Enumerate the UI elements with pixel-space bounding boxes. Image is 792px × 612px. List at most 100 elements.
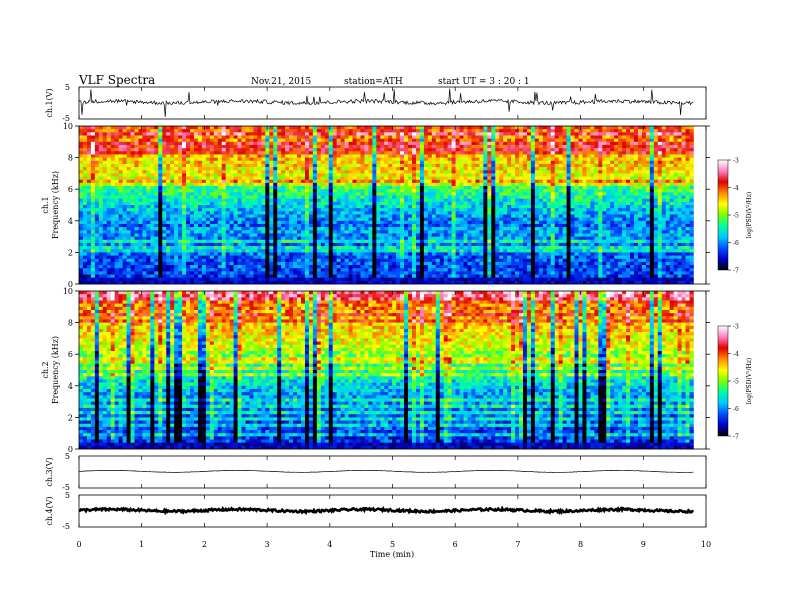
spectrogram-cell <box>114 135 119 139</box>
spectrogram-cell <box>483 192 488 196</box>
spectrogram-cell <box>590 192 595 196</box>
spectrogram-cell <box>419 135 425 139</box>
spectrogram-cell <box>312 205 318 209</box>
spectrogram-cell <box>495 154 500 158</box>
spectrogram-cell <box>471 151 476 155</box>
spectrogram-cell <box>308 138 314 143</box>
spectrogram-cell <box>98 132 104 136</box>
spectrogram-cell <box>645 214 651 218</box>
spectrogram-cell <box>558 198 563 203</box>
spectrogram-cell <box>261 157 266 162</box>
spectrogram-cell <box>618 126 623 130</box>
spectrogram-cell <box>304 205 310 209</box>
spectrogram-cell <box>515 208 520 212</box>
spectrogram-cell <box>134 205 139 209</box>
spectrogram-cell <box>368 163 373 168</box>
spectrogram-cell <box>118 154 123 158</box>
spectrogram-cell <box>388 176 393 181</box>
spectrogram-cell <box>483 201 488 206</box>
spectrogram-cell <box>297 217 302 222</box>
spectrogram-cell <box>261 176 266 181</box>
spectrogram-cell <box>273 192 278 196</box>
spectrogram-cell <box>138 170 143 174</box>
spectrogram-cell <box>352 148 357 152</box>
spectrogram-cell <box>677 151 682 155</box>
spectrogram-cell <box>392 214 397 218</box>
spectrogram-cell <box>201 167 207 171</box>
spectrogram-cell <box>368 135 373 139</box>
spectrogram-cell <box>471 214 476 218</box>
spectrogram-cell <box>519 176 524 181</box>
spectrogram-cell <box>582 186 587 190</box>
spectrogram-cell <box>233 182 238 187</box>
spectrogram-cell <box>364 141 369 146</box>
spectrogram-cell <box>586 167 591 171</box>
spectrogram-cell <box>586 189 591 193</box>
spectrogram-cell <box>332 167 337 171</box>
spectrogram-cell <box>82 144 88 149</box>
spectrogram-cell <box>519 214 524 218</box>
spectrogram-cell <box>82 176 88 181</box>
spectrogram-cell <box>94 138 100 143</box>
spectrogram-cell <box>352 170 357 174</box>
spectrogram-cell <box>542 138 548 143</box>
spectrogram-cell <box>515 211 520 215</box>
spectrogram-cell <box>281 198 286 203</box>
spectrogram-cell <box>301 163 306 168</box>
spectrogram-cell <box>241 126 246 130</box>
spectrogram-cell <box>182 144 187 149</box>
spectrogram-cell <box>332 157 337 162</box>
spectrogram-cell <box>269 217 274 222</box>
spectrogram-cell <box>293 163 298 168</box>
spectrogram-cell <box>634 148 639 152</box>
spectrogram-cell <box>427 189 433 193</box>
spectrogram-cell <box>293 223 298 228</box>
spectrogram-cell <box>388 186 393 190</box>
spectrogram-cell <box>384 214 389 218</box>
spectrogram-cell <box>586 205 591 209</box>
spectrogram-cell <box>566 141 571 146</box>
spectrogram-cell <box>257 186 262 190</box>
spectrogram-cell <box>209 201 215 206</box>
spectrogram-cell <box>142 201 147 206</box>
spectrogram-cell <box>669 195 674 199</box>
spectrogram-cell <box>590 141 595 146</box>
spectrogram-cell <box>653 148 659 152</box>
spectrogram-cell <box>419 148 425 152</box>
spectrogram-cell <box>360 148 365 152</box>
spectrogram-cell <box>94 148 100 152</box>
spectrogram-cell <box>538 220 544 225</box>
spectrogram-cell <box>487 144 492 149</box>
spectrogram-cell <box>118 141 123 146</box>
spectrogram-cell <box>455 151 460 155</box>
spectrogram-cell <box>419 173 425 177</box>
spectrogram-cell <box>590 214 595 218</box>
spectrogram-cell <box>562 201 567 206</box>
spectrogram-cell <box>657 157 663 162</box>
spectrogram-cell <box>471 144 476 149</box>
spectrogram-cell <box>340 201 345 206</box>
spectrogram-cell <box>174 220 179 225</box>
spectrogram-cell <box>356 214 361 218</box>
spectrogram-cell <box>336 148 341 152</box>
spectrogram-cell <box>491 126 496 130</box>
spectrogram-cell <box>178 176 183 181</box>
spectrogram-cell <box>320 154 326 158</box>
spectrogram-cell <box>344 211 349 215</box>
spectrogram-cell <box>289 144 294 149</box>
spectrogram-cell <box>471 163 476 168</box>
spectrogram-cell <box>289 211 294 215</box>
spectrogram-cell <box>554 173 559 177</box>
spectrogram-cell <box>324 138 330 143</box>
spectrogram-cell <box>301 141 306 146</box>
spectrogram-cell <box>641 220 647 225</box>
spectrogram-cell <box>150 208 155 212</box>
spectrogram-cell <box>590 148 595 152</box>
spectrogram-cell <box>645 163 651 168</box>
spectrogram-cell <box>515 132 520 136</box>
spectrogram-cell <box>479 129 484 133</box>
spectrogram-cell <box>106 132 112 136</box>
spectrogram-cell <box>419 132 425 136</box>
spectrogram-cell <box>233 214 238 218</box>
spectrogram-cell <box>245 189 250 193</box>
